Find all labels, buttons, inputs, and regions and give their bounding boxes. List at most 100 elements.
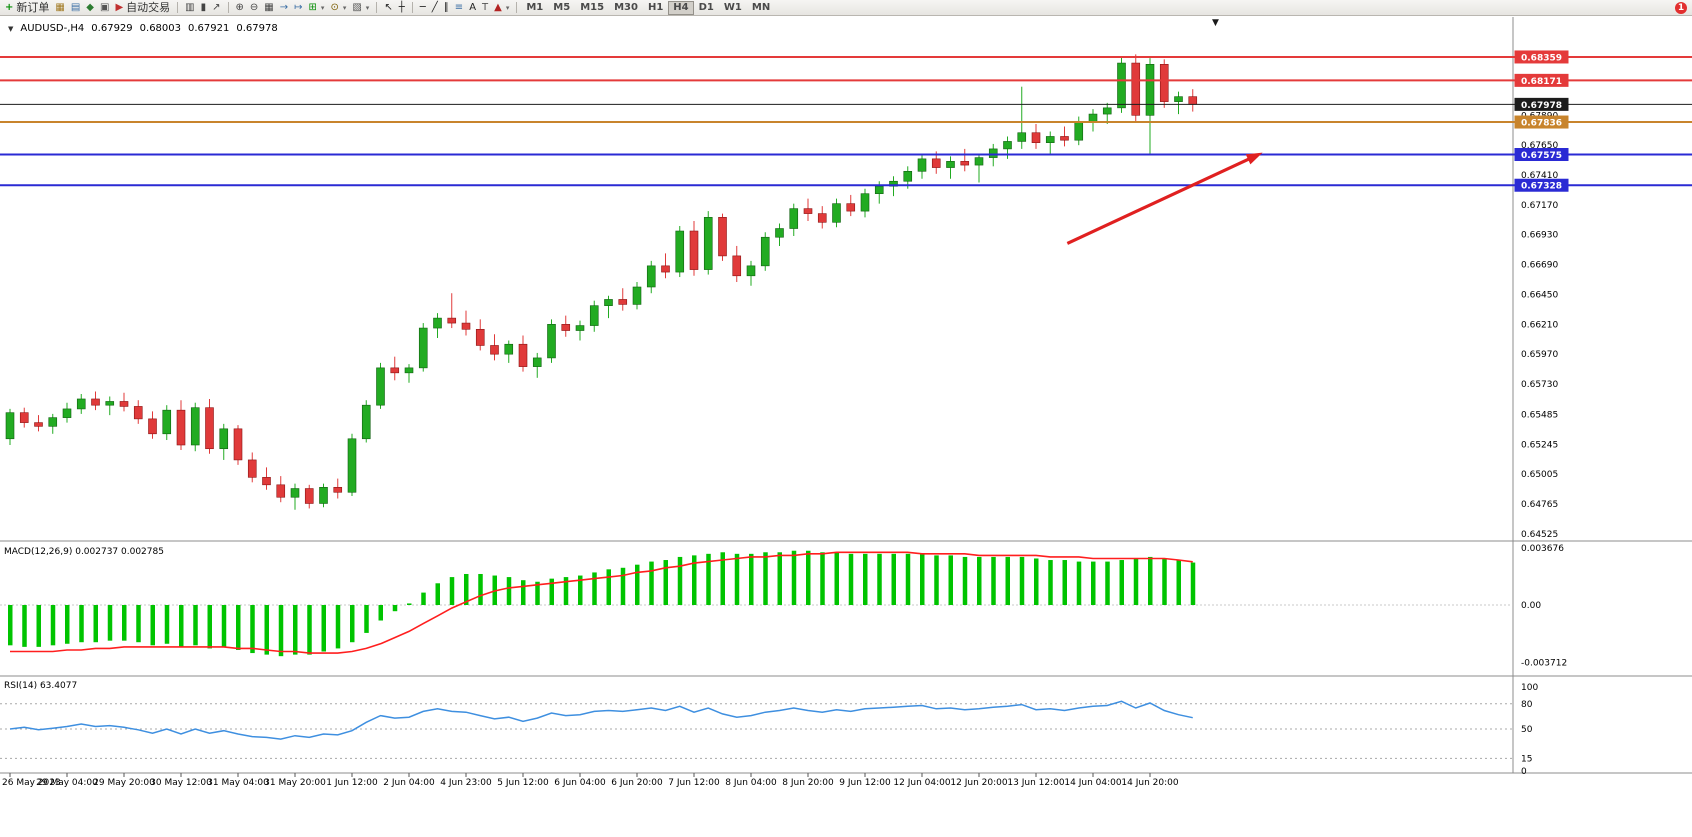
- tile-windows-button[interactable]: ▦: [261, 0, 276, 15]
- rsi-label: RSI(14) 63.4077: [4, 681, 77, 691]
- fibonacci-tool-button[interactable]: ≡: [452, 0, 466, 15]
- candle-body: [219, 428, 229, 450]
- macd-bar: [207, 605, 212, 649]
- text-tool-button[interactable]: A: [466, 0, 479, 15]
- templates-menu-button[interactable]: ▧ ▾: [349, 0, 372, 15]
- macd-bar: [1034, 558, 1039, 605]
- candlestick-mode-button[interactable]: ▮: [198, 0, 210, 15]
- candle-body: [333, 486, 343, 493]
- macd-bar: [991, 556, 996, 605]
- timeframe-d1[interactable]: D1: [698, 1, 714, 13]
- ohlc-open: 0.67929: [91, 23, 133, 34]
- macd-bar: [535, 581, 540, 605]
- candle-body: [361, 404, 371, 440]
- macd-axis-label: 0.003676: [1521, 544, 1564, 554]
- time-axis-label: 12 Jun 04:00: [893, 778, 950, 788]
- rsi-axis-label: 50: [1521, 725, 1533, 735]
- chart-shift-button[interactable]: ↦: [291, 0, 305, 15]
- price-tick-label: 0.67410: [1521, 171, 1558, 181]
- price-tick-label: 0.65970: [1521, 350, 1558, 360]
- label-icon: T: [482, 2, 489, 13]
- chart-shift-marker-icon[interactable]: ▼: [1212, 18, 1219, 28]
- chevron-down-icon: ▾: [342, 3, 347, 12]
- arrows-tool-button[interactable]: ▲ ▾: [491, 0, 512, 15]
- candle-body: [1074, 121, 1084, 141]
- zoom-in-button[interactable]: ⊕: [233, 0, 247, 15]
- macd-bar: [763, 552, 768, 605]
- candle-body: [817, 213, 827, 223]
- time-axis-label: 8 Jun 20:00: [782, 778, 834, 788]
- zoom-out-button[interactable]: ⊖: [247, 0, 261, 15]
- price-tick-label: 0.66690: [1521, 261, 1558, 271]
- macd-bar: [1119, 560, 1124, 605]
- candle-body: [461, 322, 471, 330]
- periods-icon: ⊙: [330, 2, 339, 13]
- line-chart-mode-button[interactable]: ↗: [209, 0, 223, 15]
- notification-badge[interactable]: 1: [1675, 2, 1687, 14]
- label-tool-button[interactable]: T: [479, 0, 491, 15]
- macd-bar: [65, 605, 70, 644]
- templates-icon: ▧: [352, 2, 362, 13]
- auto-trading-button[interactable]: ▶ 自动交易: [112, 0, 173, 15]
- price-tag-label: 0.67836: [1521, 119, 1562, 129]
- candle-body: [504, 343, 514, 355]
- candle-body: [846, 203, 856, 212]
- time-axis-label: 14 Jun 04:00: [1064, 778, 1121, 788]
- candle-body: [1131, 62, 1141, 116]
- time-axis-label: 31 May 20:00: [264, 778, 326, 788]
- hline-tool-button[interactable]: ─: [417, 0, 429, 15]
- macd-bar: [435, 583, 440, 605]
- candle-body: [119, 401, 129, 407]
- new-order-button[interactable]: + 新订单: [2, 0, 52, 15]
- trend-arrow[interactable]: [1066, 157, 1251, 245]
- candle-body: [931, 158, 941, 168]
- bar-chart-mode-button[interactable]: ▥: [182, 0, 197, 15]
- macd-bar: [478, 573, 483, 605]
- candle-body: [532, 357, 542, 367]
- price-tick-label: 0.66210: [1521, 320, 1558, 330]
- charts-window-button[interactable]: ▦: [52, 0, 67, 15]
- rsi-line: [9, 700, 1193, 740]
- timeframe-h4[interactable]: H4: [668, 0, 694, 15]
- timeframe-mn[interactable]: MN: [751, 1, 771, 13]
- candle-body: [62, 408, 72, 418]
- timeframe-m5[interactable]: M5: [553, 1, 571, 13]
- indicators-menu-button[interactable]: ⊞ ▾: [306, 0, 328, 15]
- chart-area[interactable]: 0.681500.678900.676500.674100.671700.669…: [0, 17, 1692, 833]
- data-window-button[interactable]: ▣: [97, 0, 112, 15]
- chart-symbol: AUDUSD-,H4: [20, 23, 85, 34]
- timeframe-w1[interactable]: W1: [723, 1, 742, 13]
- market-watch-button[interactable]: ◆: [83, 0, 97, 15]
- candle-body: [1031, 132, 1041, 143]
- crosshair-tool-button[interactable]: ┼: [396, 0, 408, 15]
- channel-icon: ∥: [443, 2, 449, 13]
- periods-menu-button[interactable]: ⊙ ▾: [327, 0, 349, 15]
- chevron-down-icon: ▾: [505, 3, 510, 12]
- rsi-axis-label: 80: [1521, 700, 1533, 710]
- profiles-button[interactable]: ▤: [68, 0, 83, 15]
- trend-arrow-head[interactable]: [1245, 152, 1263, 165]
- chart-svg[interactable]: 0.681500.678900.676500.674100.671700.669…: [0, 17, 1692, 833]
- candle-body: [91, 398, 100, 406]
- timeframe-m1[interactable]: M1: [526, 1, 544, 13]
- collapse-triangle-icon[interactable]: ▼: [8, 24, 14, 33]
- price-tick-label: 0.65485: [1521, 411, 1558, 421]
- time-axis-label: 4 Jun 23:00: [440, 778, 492, 788]
- macd-bar: [948, 555, 953, 605]
- macd-bar: [905, 553, 911, 605]
- trendline-tool-button[interactable]: ╱: [429, 0, 441, 15]
- macd-signal-line: [10, 551, 1193, 654]
- timeframe-m15[interactable]: M15: [580, 1, 605, 13]
- auto-scroll-button[interactable]: →: [277, 0, 291, 15]
- cursor-tool-button[interactable]: ↖: [381, 0, 395, 15]
- candle-body: [561, 324, 571, 331]
- candle-body: [475, 328, 485, 346]
- channel-tool-button[interactable]: ∥: [441, 0, 452, 15]
- candle-body: [148, 418, 157, 435]
- macd-bar: [962, 556, 968, 605]
- timeframe-h1[interactable]: H1: [647, 1, 664, 13]
- candle-body: [1088, 113, 1098, 122]
- macd-bar: [620, 567, 626, 605]
- timeframe-m30[interactable]: M30: [614, 1, 638, 13]
- price-tag-label: 0.68359: [1521, 53, 1562, 63]
